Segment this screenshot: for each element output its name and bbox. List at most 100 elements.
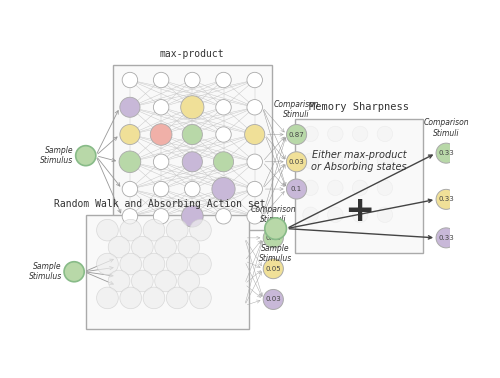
Circle shape bbox=[178, 270, 200, 292]
Bar bbox=[86, 215, 248, 329]
Circle shape bbox=[436, 143, 456, 163]
Text: Comparison
Stimuli: Comparison Stimuli bbox=[424, 118, 469, 138]
Circle shape bbox=[377, 207, 392, 223]
Circle shape bbox=[122, 181, 138, 197]
Circle shape bbox=[150, 124, 172, 145]
Circle shape bbox=[216, 127, 232, 142]
Text: 0.87: 0.87 bbox=[288, 132, 304, 138]
Circle shape bbox=[286, 179, 306, 199]
Circle shape bbox=[352, 126, 368, 142]
Bar bbox=[113, 65, 272, 230]
Circle shape bbox=[122, 209, 138, 224]
Circle shape bbox=[120, 253, 142, 275]
Circle shape bbox=[352, 180, 368, 195]
Circle shape bbox=[247, 209, 262, 224]
Circle shape bbox=[154, 72, 169, 88]
Text: Memory Sharpness: Memory Sharpness bbox=[309, 102, 409, 112]
Circle shape bbox=[143, 253, 165, 275]
Circle shape bbox=[265, 218, 286, 239]
Circle shape bbox=[96, 287, 118, 309]
Circle shape bbox=[108, 236, 130, 258]
Circle shape bbox=[190, 287, 212, 309]
Circle shape bbox=[154, 181, 169, 197]
Circle shape bbox=[352, 153, 368, 169]
Circle shape bbox=[184, 72, 200, 88]
Text: 0.92: 0.92 bbox=[266, 235, 281, 241]
Circle shape bbox=[352, 207, 368, 223]
Circle shape bbox=[184, 181, 200, 197]
Circle shape bbox=[96, 219, 118, 241]
Text: 0.1: 0.1 bbox=[291, 186, 302, 192]
Circle shape bbox=[166, 219, 188, 241]
Circle shape bbox=[166, 253, 188, 275]
Circle shape bbox=[328, 207, 343, 223]
Circle shape bbox=[96, 253, 118, 275]
Text: +: + bbox=[344, 194, 374, 228]
Circle shape bbox=[303, 180, 318, 195]
Text: Random Walk and Absorbing Action set: Random Walk and Absorbing Action set bbox=[54, 199, 265, 209]
Text: 0.03: 0.03 bbox=[288, 159, 304, 165]
Circle shape bbox=[64, 262, 84, 282]
Circle shape bbox=[154, 270, 176, 292]
Circle shape bbox=[244, 124, 265, 144]
Circle shape bbox=[166, 287, 188, 309]
Circle shape bbox=[247, 181, 262, 197]
Text: Sample
Stimulus: Sample Stimulus bbox=[28, 262, 62, 282]
Circle shape bbox=[216, 72, 232, 88]
Circle shape bbox=[328, 180, 343, 195]
Circle shape bbox=[263, 259, 283, 279]
Circle shape bbox=[216, 99, 232, 115]
Circle shape bbox=[182, 124, 203, 144]
Text: Comparison
Stimuli: Comparison Stimuli bbox=[250, 204, 296, 224]
Circle shape bbox=[303, 153, 318, 169]
Circle shape bbox=[247, 154, 262, 169]
Circle shape bbox=[120, 287, 142, 309]
Circle shape bbox=[182, 152, 203, 172]
Circle shape bbox=[190, 219, 212, 241]
Circle shape bbox=[377, 126, 392, 142]
Circle shape bbox=[377, 153, 392, 169]
Circle shape bbox=[328, 126, 343, 142]
Circle shape bbox=[120, 97, 140, 117]
Text: 0.05: 0.05 bbox=[266, 266, 281, 272]
Circle shape bbox=[154, 154, 169, 169]
Text: 0.33: 0.33 bbox=[438, 150, 454, 156]
Circle shape bbox=[132, 236, 153, 258]
Text: Either max-product
or Absorbing states: Either max-product or Absorbing states bbox=[311, 150, 407, 172]
Circle shape bbox=[120, 219, 142, 241]
Text: Comparison
Stimuli: Comparison Stimuli bbox=[274, 100, 320, 119]
Circle shape bbox=[180, 96, 204, 119]
Circle shape bbox=[154, 209, 169, 224]
Circle shape bbox=[154, 99, 169, 115]
Circle shape bbox=[212, 178, 235, 201]
Circle shape bbox=[132, 270, 153, 292]
Circle shape bbox=[143, 219, 165, 241]
Circle shape bbox=[247, 72, 262, 88]
Circle shape bbox=[328, 153, 343, 169]
Circle shape bbox=[143, 287, 165, 309]
Circle shape bbox=[263, 290, 283, 310]
Text: Sample
Stimulus: Sample Stimulus bbox=[40, 146, 74, 165]
Circle shape bbox=[76, 146, 96, 166]
Circle shape bbox=[119, 151, 141, 173]
Circle shape bbox=[216, 209, 232, 224]
Text: max-product: max-product bbox=[160, 49, 224, 59]
Circle shape bbox=[377, 180, 392, 195]
Circle shape bbox=[190, 253, 212, 275]
Text: 0.33: 0.33 bbox=[438, 196, 454, 202]
Circle shape bbox=[122, 72, 138, 88]
Text: 0.03: 0.03 bbox=[266, 296, 281, 302]
Circle shape bbox=[286, 152, 306, 172]
Circle shape bbox=[214, 152, 234, 172]
Circle shape bbox=[182, 206, 203, 227]
Circle shape bbox=[120, 124, 140, 144]
Circle shape bbox=[436, 189, 456, 209]
Text: Sample
Stimulus: Sample Stimulus bbox=[259, 244, 292, 263]
Circle shape bbox=[263, 228, 283, 248]
Circle shape bbox=[178, 236, 200, 258]
Text: 0.33: 0.33 bbox=[438, 235, 454, 241]
Circle shape bbox=[303, 207, 318, 223]
Circle shape bbox=[154, 236, 176, 258]
Bar bbox=[295, 119, 423, 253]
Circle shape bbox=[247, 99, 262, 115]
